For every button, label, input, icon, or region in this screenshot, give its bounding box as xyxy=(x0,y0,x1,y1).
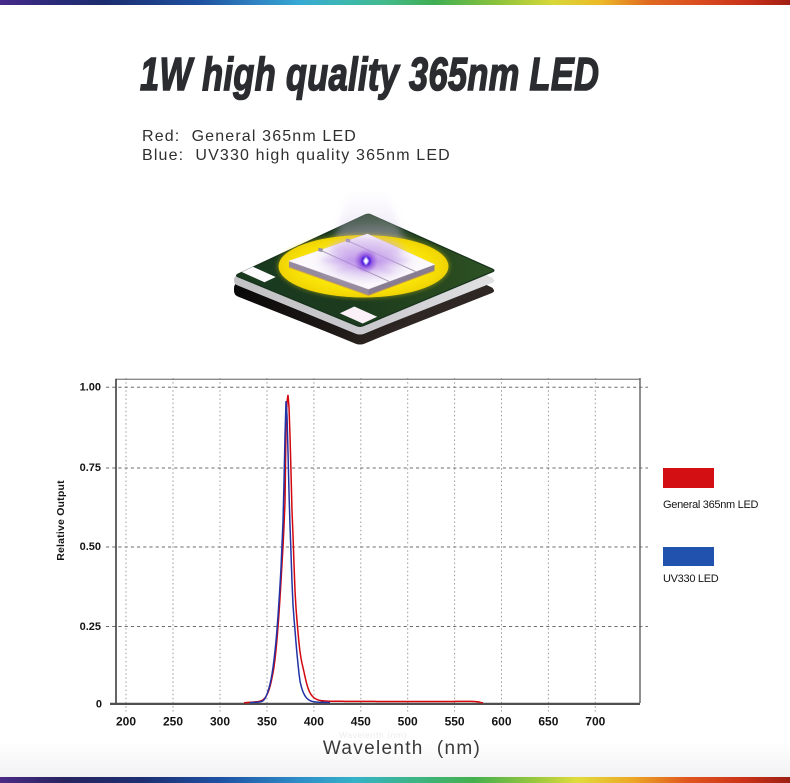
svg-text:300: 300 xyxy=(210,715,230,729)
svg-text:550: 550 xyxy=(445,715,465,729)
svg-text:250: 250 xyxy=(163,715,183,729)
svg-text:0.25: 0.25 xyxy=(80,621,101,633)
svg-text:500: 500 xyxy=(398,715,418,729)
svg-text:450: 450 xyxy=(351,715,371,729)
svg-text:0.50: 0.50 xyxy=(80,541,101,553)
svg-text:200: 200 xyxy=(116,715,136,729)
svg-text:0: 0 xyxy=(96,698,102,710)
svg-text:600: 600 xyxy=(491,715,511,729)
svg-text:650: 650 xyxy=(538,715,558,729)
svg-text:700: 700 xyxy=(585,715,605,729)
svg-text:Relative Output: Relative Output xyxy=(55,480,67,561)
svg-text:1.00: 1.00 xyxy=(80,381,101,393)
svg-text:0.75: 0.75 xyxy=(80,462,101,474)
svg-text:350: 350 xyxy=(257,715,277,729)
svg-text:400: 400 xyxy=(304,715,324,729)
